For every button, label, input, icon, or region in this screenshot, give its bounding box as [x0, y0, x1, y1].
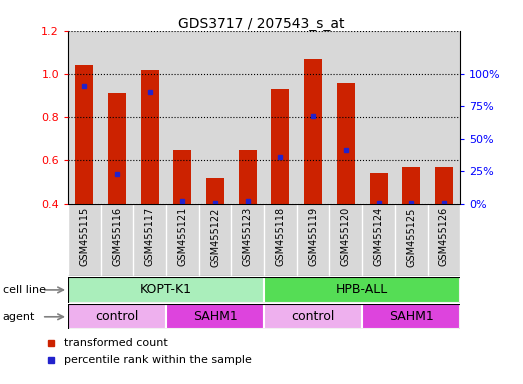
Bar — [264, 204, 297, 276]
Bar — [402, 167, 420, 204]
Text: transformed count: transformed count — [64, 338, 168, 348]
Text: HPB-ALL: HPB-ALL — [336, 283, 388, 296]
Text: GSM455125: GSM455125 — [406, 207, 416, 266]
Bar — [68, 304, 166, 329]
Text: GSM455116: GSM455116 — [112, 207, 122, 266]
Bar — [271, 89, 289, 204]
Bar — [199, 31, 231, 204]
Bar — [428, 204, 460, 276]
Bar — [100, 204, 133, 276]
Text: GSM455122: GSM455122 — [210, 207, 220, 266]
Bar — [166, 204, 199, 276]
Text: agent: agent — [3, 312, 35, 322]
Bar — [395, 204, 428, 276]
Bar — [304, 59, 322, 204]
Text: GDS3717 / 207543_s_at: GDS3717 / 207543_s_at — [178, 17, 345, 31]
Text: SAHM1: SAHM1 — [192, 310, 237, 323]
Bar — [428, 31, 460, 204]
Bar — [166, 31, 199, 204]
Bar — [264, 277, 460, 303]
Text: GSM455117: GSM455117 — [145, 207, 155, 266]
Text: GSM455115: GSM455115 — [79, 207, 89, 266]
Bar — [239, 149, 257, 204]
Bar — [141, 70, 158, 204]
Bar — [231, 31, 264, 204]
Bar — [329, 204, 362, 276]
Text: control: control — [95, 310, 139, 323]
Bar — [133, 31, 166, 204]
Text: control: control — [291, 310, 335, 323]
Bar — [264, 304, 362, 329]
Text: KOPT-K1: KOPT-K1 — [140, 283, 192, 296]
Text: GSM455120: GSM455120 — [341, 207, 351, 266]
Bar — [108, 93, 126, 204]
Bar — [231, 204, 264, 276]
Bar — [206, 177, 224, 204]
Text: GSM455124: GSM455124 — [373, 207, 383, 266]
Bar — [68, 31, 100, 204]
Bar — [68, 204, 100, 276]
Text: GSM455126: GSM455126 — [439, 207, 449, 266]
Text: GSM455123: GSM455123 — [243, 207, 253, 266]
Bar — [166, 304, 264, 329]
Bar — [75, 65, 93, 204]
Bar — [435, 167, 453, 204]
Bar — [174, 149, 191, 204]
Bar — [395, 31, 428, 204]
Bar — [337, 83, 355, 204]
Bar — [362, 31, 395, 204]
Bar — [100, 31, 133, 204]
Bar — [68, 277, 264, 303]
Bar — [329, 31, 362, 204]
Text: percentile rank within the sample: percentile rank within the sample — [64, 355, 252, 365]
Bar — [264, 31, 297, 204]
Bar — [199, 204, 231, 276]
Text: GSM455119: GSM455119 — [308, 207, 318, 266]
Bar — [297, 31, 329, 204]
Bar — [370, 173, 388, 204]
Bar — [133, 204, 166, 276]
Text: GSM455118: GSM455118 — [276, 207, 286, 266]
Bar — [297, 204, 329, 276]
Text: SAHM1: SAHM1 — [389, 310, 434, 323]
Text: cell line: cell line — [3, 285, 46, 295]
Bar — [362, 204, 395, 276]
Bar — [362, 304, 460, 329]
Text: GSM455121: GSM455121 — [177, 207, 187, 266]
